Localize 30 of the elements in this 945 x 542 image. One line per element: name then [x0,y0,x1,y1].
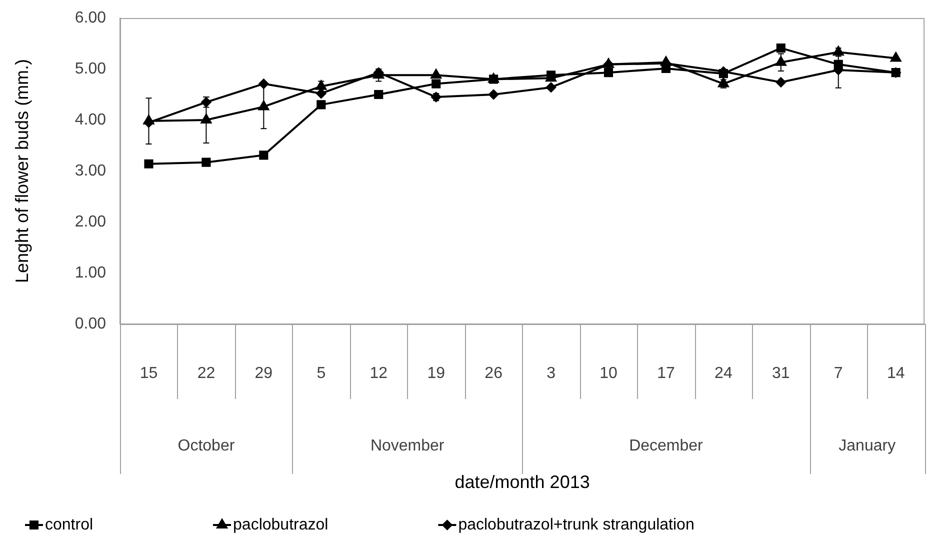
y-tick-label: 1.00 [74,264,106,282]
x-tick-label: 14 [886,365,905,382]
text: October [178,437,236,454]
x-tick-label: 17 [657,365,675,382]
y-tick-label: 4.00 [74,111,106,128]
text: January [838,437,896,454]
x-tick-label: 15 [140,365,158,382]
x-tick-label: 7 [834,365,843,382]
x-tick-label: 24 [714,365,732,382]
x-tick-label: 26 [484,365,503,382]
legend-label: control [45,516,94,534]
y-tick-label: 3.00 [74,162,106,180]
y-tick-label: 2.00 [74,213,106,230]
legend-label: paclobutrazol+trunk strangulation [458,516,694,534]
text: November [370,437,445,454]
x-tick-label: 29 [254,365,273,382]
x-tick-label: 22 [197,365,216,382]
x-tick-label: 10 [600,365,618,382]
y-tick-label: 0.00 [74,315,106,332]
y-tick-label: 6.00 [74,9,106,26]
x-tick-label: 5 [316,365,326,382]
x-tick-label: 12 [370,365,388,382]
y-tick-label: 5.00 [74,60,106,78]
text: December [629,437,704,454]
x-tick-label: 3 [546,365,556,382]
x-axis-title: date/month 2013 [454,472,590,492]
y-axis-title: Lenght of flower buds (mm.) [12,58,32,284]
x-tick-label: 19 [427,365,446,382]
legend-label: paclobutrazol [233,516,328,534]
x-tick-label: 31 [772,365,790,382]
